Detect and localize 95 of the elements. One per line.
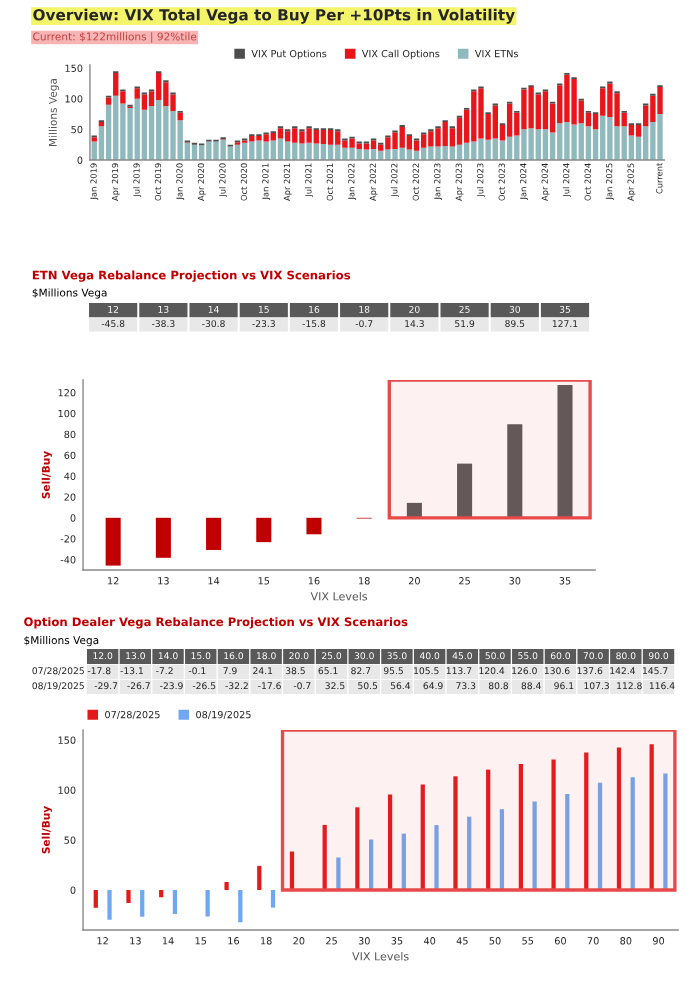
- bar: [256, 140, 262, 160]
- bar: [313, 143, 319, 160]
- bar: [306, 142, 312, 160]
- bar: [306, 517, 322, 535]
- bar: [206, 517, 222, 550]
- bar: [363, 143, 370, 150]
- bar: [342, 147, 348, 160]
- bar: [313, 129, 319, 144]
- bar: [263, 141, 269, 160]
- bar: [299, 143, 305, 160]
- bar: [220, 139, 226, 160]
- bar: [428, 146, 434, 160]
- bar: [105, 97, 112, 105]
- bar: [542, 91, 549, 130]
- bar: [456, 117, 463, 145]
- bar: [156, 99, 162, 160]
- bar: [535, 94, 541, 130]
- bar: [120, 103, 126, 160]
- bar: [435, 146, 441, 160]
- bar: [378, 144, 384, 151]
- bar: [643, 126, 649, 160]
- bar: [270, 140, 276, 160]
- bar: [284, 131, 291, 142]
- bar: [542, 129, 549, 160]
- bar: [156, 72, 162, 100]
- bar: [564, 74, 570, 122]
- bar: [457, 463, 473, 518]
- bar: [600, 115, 606, 160]
- bar: [392, 132, 398, 149]
- bar: [141, 94, 148, 110]
- bar: [507, 424, 523, 518]
- bar: [521, 129, 527, 160]
- bar: [650, 122, 656, 160]
- bar: [435, 128, 441, 147]
- bar: [206, 141, 212, 160]
- bar: [370, 140, 377, 149]
- bar: [621, 126, 627, 160]
- bar: [299, 131, 305, 144]
- bar: [607, 83, 613, 118]
- bar: [327, 129, 334, 145]
- bar: [113, 95, 119, 160]
- bar: [478, 138, 484, 160]
- bar: [578, 123, 584, 160]
- bar: [213, 141, 219, 160]
- bar: [571, 124, 577, 160]
- bar: [528, 128, 534, 160]
- bar: [306, 128, 312, 143]
- bar: [535, 129, 541, 160]
- bar: [349, 147, 355, 160]
- bar: [335, 131, 341, 145]
- bar: [528, 87, 534, 129]
- bar: [320, 129, 327, 145]
- bar: [471, 141, 477, 160]
- bar: [413, 140, 420, 151]
- bar: [392, 148, 398, 160]
- bar: [170, 110, 176, 160]
- bar: [163, 106, 169, 160]
- bar: [506, 103, 513, 137]
- bar: [442, 122, 448, 146]
- bar: [155, 517, 171, 558]
- bar: [292, 128, 298, 143]
- bar: [492, 105, 498, 139]
- bar: [148, 106, 155, 160]
- bar: [585, 126, 592, 160]
- bar: [607, 117, 613, 160]
- bar: [442, 145, 448, 160]
- bar: [105, 104, 112, 160]
- bar: [650, 95, 656, 122]
- bar: [485, 139, 491, 160]
- bar: [564, 122, 570, 160]
- bar: [557, 123, 563, 160]
- bar: [514, 135, 520, 160]
- bar: [399, 126, 405, 148]
- bar: [657, 87, 663, 115]
- bar: [428, 131, 434, 147]
- bar: [356, 143, 362, 149]
- bar: [557, 385, 573, 518]
- bar: [421, 134, 427, 148]
- bar: [249, 136, 255, 142]
- bar: [385, 137, 391, 150]
- bar: [277, 128, 284, 139]
- bar: [471, 91, 477, 142]
- bar: [499, 140, 506, 160]
- bar: [256, 517, 272, 543]
- bar: [263, 134, 269, 142]
- bar: [113, 72, 119, 96]
- bar: [571, 79, 577, 125]
- bar: [657, 114, 663, 160]
- bar: [478, 88, 484, 139]
- bar: [521, 89, 527, 130]
- bar: [385, 149, 391, 160]
- bar: [105, 517, 121, 566]
- bar: [127, 107, 133, 160]
- bar: [134, 98, 140, 160]
- bar: [349, 138, 355, 148]
